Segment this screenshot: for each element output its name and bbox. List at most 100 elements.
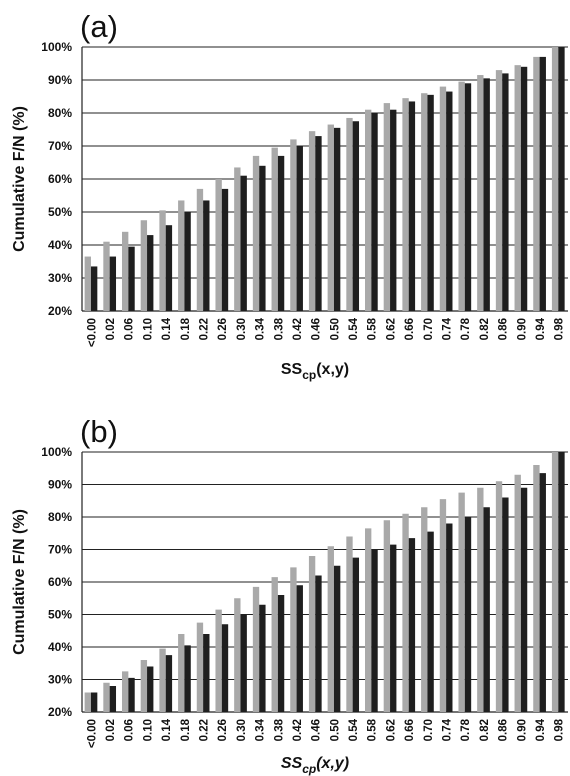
chart-panel-b: (b) 20% 30% 40% 50% 60% 70% 80% 90% 100% <0.00 0.02… <box>11 414 568 776</box>
bar-light <box>290 139 297 311</box>
y-tick-label: 40% <box>48 640 72 654</box>
bar-dark <box>408 538 416 712</box>
x-tick-label: 0.54 <box>348 718 360 741</box>
y-tick-label: 20% <box>48 705 72 719</box>
bar-dark <box>315 136 322 311</box>
y-tick-label: 60% <box>48 172 72 186</box>
bar-light <box>271 147 278 311</box>
bar-light <box>215 609 222 712</box>
bar-dark <box>371 113 378 311</box>
bar-light <box>533 465 540 712</box>
y-tick-label: 50% <box>48 608 72 622</box>
x-tick-label: <0.00 <box>86 318 98 347</box>
bar-light <box>252 155 260 311</box>
x-tick-label: 0.46 <box>311 318 323 340</box>
x-tick-label: 0.26 <box>217 719 229 741</box>
bar-dark <box>390 544 397 712</box>
bar-light <box>271 577 278 712</box>
bar-dark <box>109 256 117 311</box>
bar-light <box>477 487 484 712</box>
bar-dark <box>483 507 490 712</box>
x-tick-label: 0.90 <box>516 719 528 741</box>
bar-light <box>439 86 447 311</box>
y-tick-label: 90% <box>48 73 72 87</box>
bar-dark <box>427 94 434 311</box>
x-tick-label: 0.06 <box>124 318 136 340</box>
x-tick-label: 0.38 <box>273 317 285 340</box>
bar-light <box>234 167 241 311</box>
bar-dark <box>296 585 303 712</box>
x-tick-label: 0.82 <box>479 719 491 741</box>
panel-label: (b) <box>80 414 118 449</box>
bar-dark <box>371 549 378 712</box>
bar-dark <box>240 614 247 712</box>
y-tick-label: 100% <box>41 40 72 54</box>
x-tick-label: 0.78 <box>460 317 472 340</box>
x-axis-label: SScp(x,y) <box>281 361 349 382</box>
bar-dark <box>352 557 360 712</box>
x-tick-label: 0.70 <box>423 318 435 340</box>
bar-dark <box>502 497 509 712</box>
bar-dark <box>390 109 397 311</box>
x-tick-label: 0.10 <box>142 318 154 340</box>
x-tick-label: 0.58 <box>367 317 379 340</box>
bar-dark <box>203 634 210 712</box>
bar-dark <box>558 47 565 311</box>
bar-light <box>495 481 503 712</box>
bar-dark <box>259 165 266 311</box>
chart-panel-a: (a) 20% 30% 40% 50% 60% 70% 80% 90% 100% <0.00 0.02… <box>11 9 568 382</box>
y-tick-label: 80% <box>48 106 72 120</box>
x-tick-label: 0.94 <box>535 718 547 741</box>
bar-light <box>439 499 447 712</box>
y-tick-label: 80% <box>48 510 72 524</box>
bar-dark <box>259 604 266 712</box>
y-axis-label: Cumulative F/N (%) <box>11 509 28 655</box>
bar-light <box>122 671 129 712</box>
bar-dark <box>408 101 416 311</box>
x-tick-label: 0.14 <box>161 317 173 340</box>
bar-dark <box>165 225 173 311</box>
bar-dark <box>539 56 546 312</box>
y-tick-label: 50% <box>48 205 72 219</box>
x-tick-label: 0.98 <box>554 317 566 340</box>
y-tick-label: 100% <box>41 445 72 459</box>
x-tick-label: 0.70 <box>423 719 435 741</box>
bar-light <box>140 220 148 311</box>
bar-light <box>122 231 129 311</box>
bar-dark <box>427 531 434 712</box>
x-tick-label: 0.50 <box>329 318 341 340</box>
bar-light <box>290 567 297 712</box>
x-tick-label: 0.22 <box>199 719 211 741</box>
x-tick-label: 0.58 <box>367 718 379 741</box>
bar-dark <box>221 188 229 311</box>
x-tick-label: 0.90 <box>516 318 528 340</box>
x-tick-label: 0.82 <box>479 318 491 340</box>
bar-dark <box>446 523 453 712</box>
bar-dark <box>147 666 154 712</box>
x-tick-label: 0.62 <box>385 318 397 340</box>
bar-light <box>458 492 465 712</box>
bar-light <box>421 93 428 311</box>
bar-light <box>365 109 372 311</box>
bar-dark <box>446 91 453 311</box>
y-tick-label: 30% <box>48 271 72 285</box>
bar-light <box>421 507 428 712</box>
x-tick-label: <0.00 <box>86 719 98 748</box>
x-tick-label: 0.50 <box>329 719 341 741</box>
bar-light <box>159 210 166 311</box>
bar-dark <box>90 266 98 311</box>
y-tick-label: 70% <box>48 543 72 557</box>
bar-light <box>458 81 465 312</box>
x-tick-label: 0.26 <box>217 318 229 340</box>
bar-light <box>327 546 334 712</box>
bar-light <box>84 256 91 311</box>
y-tick-label: 70% <box>48 139 72 153</box>
bar-dark <box>464 83 472 311</box>
bar-dark <box>502 73 509 312</box>
x-tick-label: 0.38 <box>273 718 285 741</box>
bar-light <box>140 660 148 712</box>
x-tick-label: 0.98 <box>554 718 566 741</box>
bar-light <box>159 648 166 712</box>
x-tick-label: 0.06 <box>124 719 136 741</box>
